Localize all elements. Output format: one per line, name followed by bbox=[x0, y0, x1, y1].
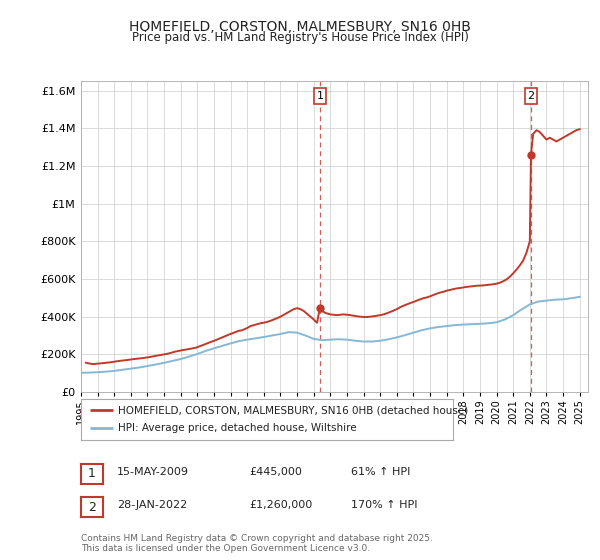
Text: HOMEFIELD, CORSTON, MALMESBURY, SN16 0HB: HOMEFIELD, CORSTON, MALMESBURY, SN16 0HB bbox=[129, 20, 471, 34]
Text: 2: 2 bbox=[527, 91, 535, 101]
Text: Contains HM Land Registry data © Crown copyright and database right 2025.
This d: Contains HM Land Registry data © Crown c… bbox=[81, 534, 433, 553]
Text: £1,260,000: £1,260,000 bbox=[249, 500, 312, 510]
Text: 61% ↑ HPI: 61% ↑ HPI bbox=[351, 466, 410, 477]
Text: £445,000: £445,000 bbox=[249, 466, 302, 477]
Text: 1: 1 bbox=[316, 91, 323, 101]
Text: HPI: Average price, detached house, Wiltshire: HPI: Average price, detached house, Wilt… bbox=[118, 423, 357, 433]
Text: 15-MAY-2009: 15-MAY-2009 bbox=[117, 466, 189, 477]
Text: HOMEFIELD, CORSTON, MALMESBURY, SN16 0HB (detached house): HOMEFIELD, CORSTON, MALMESBURY, SN16 0HB… bbox=[118, 405, 469, 415]
Text: 170% ↑ HPI: 170% ↑ HPI bbox=[351, 500, 418, 510]
Text: 1: 1 bbox=[88, 467, 96, 480]
Text: 2: 2 bbox=[88, 501, 96, 514]
Text: 28-JAN-2022: 28-JAN-2022 bbox=[117, 500, 187, 510]
Text: Price paid vs. HM Land Registry's House Price Index (HPI): Price paid vs. HM Land Registry's House … bbox=[131, 31, 469, 44]
